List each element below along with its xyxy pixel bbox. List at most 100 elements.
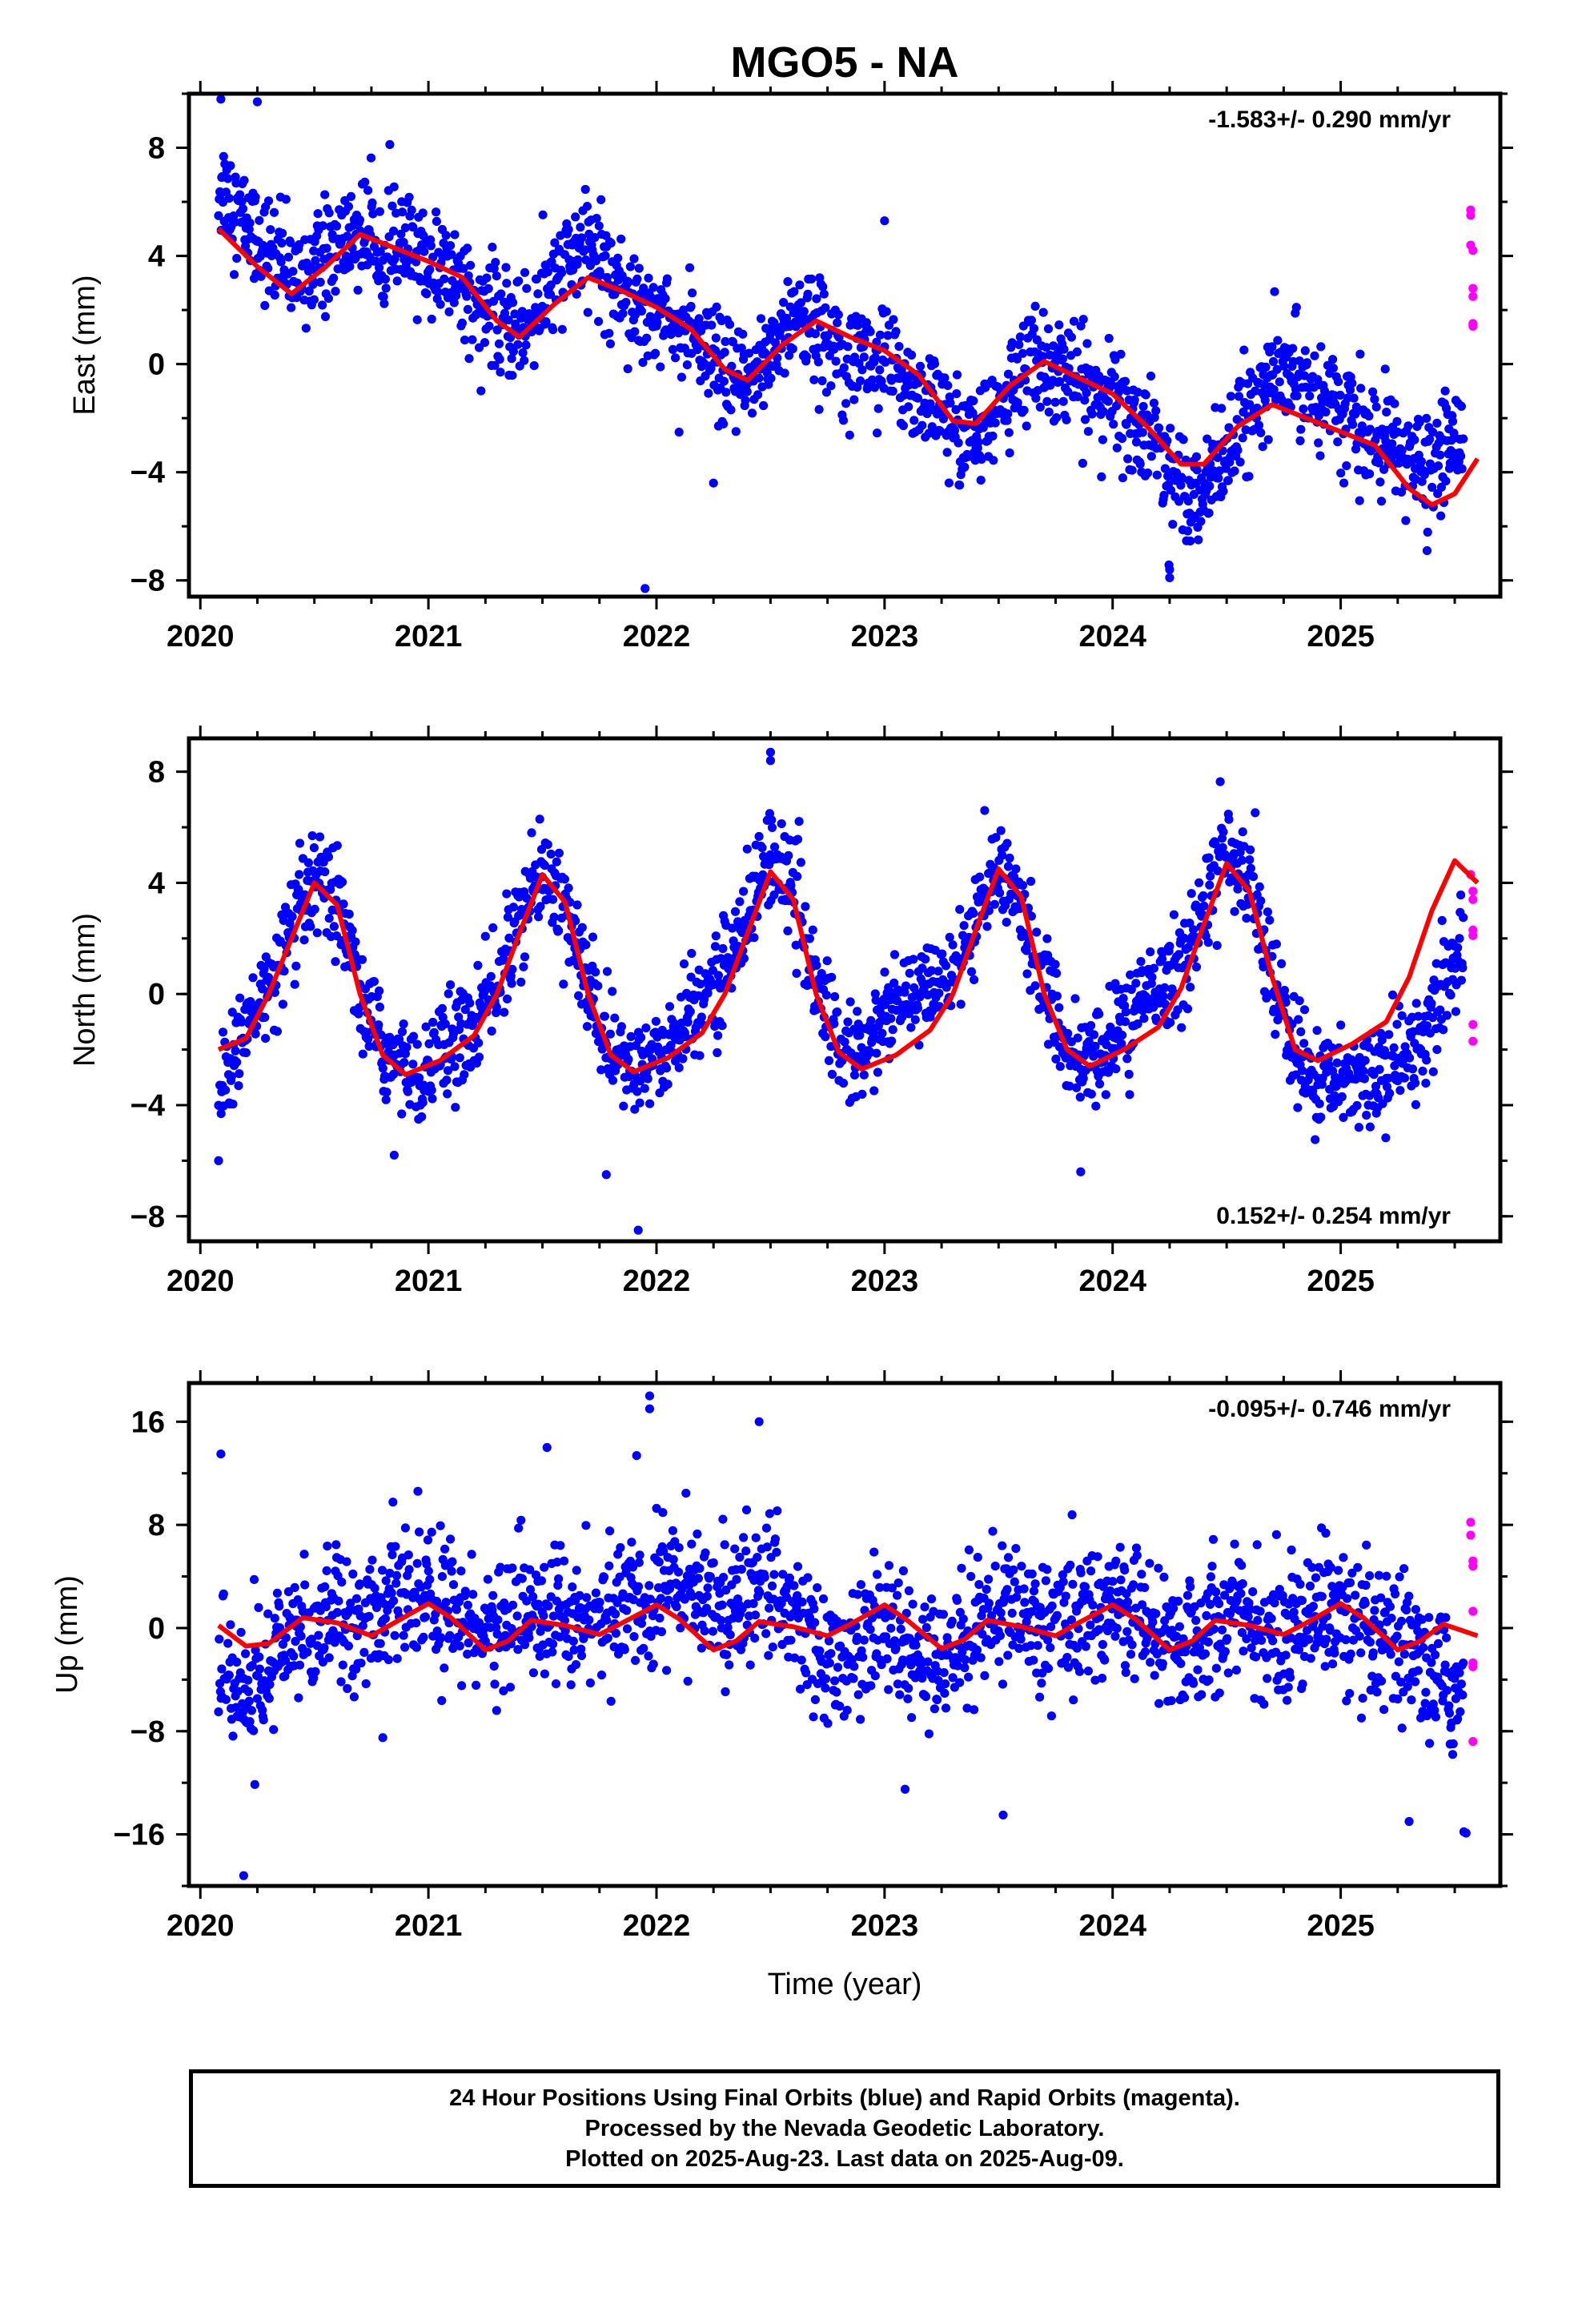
- east-y-axis-label: East (mm): [68, 275, 102, 415]
- north-final-point: [235, 1069, 244, 1079]
- up-final-point: [984, 1598, 994, 1608]
- east-final-point: [625, 262, 636, 271]
- up-final-point: [464, 1638, 473, 1648]
- up-final-point: [849, 1662, 859, 1671]
- up-final-point: [249, 1726, 259, 1735]
- up-final-point: [940, 1688, 950, 1698]
- north-final-point: [581, 940, 591, 950]
- north-final-point: [418, 1098, 428, 1108]
- up-final-point: [875, 1582, 885, 1592]
- up-final-point: [627, 1538, 636, 1547]
- east-final-point: [538, 210, 548, 219]
- east-final-point: [843, 342, 853, 352]
- north-final-point: [1191, 962, 1202, 972]
- east-final-point: [1191, 478, 1201, 489]
- north-final-point: [549, 912, 559, 922]
- east-final-point: [313, 209, 323, 219]
- east-final-point: [817, 376, 827, 386]
- east-final-point: [726, 405, 736, 415]
- east-final-point: [397, 207, 408, 217]
- east-y-tick-label: −8: [130, 565, 165, 598]
- up-final-point: [893, 1679, 902, 1689]
- north-final-point: [821, 991, 831, 1000]
- east-final-point: [801, 352, 812, 361]
- north-final-point: [624, 1055, 633, 1064]
- up-final-point: [564, 1651, 573, 1661]
- north-final-point: [1212, 941, 1222, 951]
- up-final-point: [924, 1729, 934, 1739]
- east-final-point: [1058, 396, 1068, 406]
- up-final-point: [797, 1597, 807, 1606]
- up-final-point: [432, 1626, 442, 1636]
- up-final-point: [575, 1590, 584, 1600]
- north-final-point: [399, 1019, 408, 1029]
- north-final-point: [251, 1029, 260, 1039]
- north-final-point: [1078, 1074, 1088, 1084]
- up-final-point: [415, 1527, 424, 1537]
- up-final-point: [534, 1599, 544, 1609]
- north-final-point: [499, 954, 508, 963]
- up-final-point: [413, 1486, 423, 1496]
- north-final-point: [480, 931, 490, 941]
- east-final-point: [1239, 345, 1249, 355]
- east-final-point: [1177, 473, 1187, 484]
- up-final-point: [603, 1633, 612, 1643]
- up-final-point: [320, 1582, 330, 1591]
- east-final-point: [251, 192, 260, 202]
- east-final-point: [688, 288, 697, 298]
- east-final-point: [720, 348, 729, 357]
- north-final-point: [1230, 907, 1239, 916]
- north-final-point: [347, 926, 357, 935]
- north-final-point: [1063, 1028, 1073, 1039]
- up-plot-area: [214, 1391, 1479, 1880]
- up-final-point: [605, 1526, 615, 1536]
- east-final-point: [239, 175, 249, 185]
- north-final-point: [287, 912, 297, 922]
- east-final-point: [618, 308, 628, 319]
- north-x-tick-label: 2024: [1078, 1265, 1146, 1298]
- east-final-point: [841, 399, 851, 408]
- north-final-point: [548, 895, 558, 904]
- north-final-point: [1125, 1090, 1134, 1100]
- east-final-point: [1002, 416, 1012, 425]
- east-final-point: [492, 271, 501, 281]
- north-final-point: [1185, 919, 1195, 928]
- north-final-point: [1219, 827, 1228, 837]
- north-final-point: [486, 971, 496, 981]
- up-final-point: [749, 1598, 758, 1608]
- east-final-point: [572, 289, 581, 299]
- north-final-point: [227, 1072, 236, 1081]
- up-final-point: [835, 1701, 845, 1711]
- north-final-point: [506, 971, 516, 981]
- east-final-point: [642, 333, 652, 343]
- up-final-point: [390, 1630, 400, 1640]
- north-final-point: [1086, 1089, 1096, 1099]
- north-rapid-points: [1466, 870, 1478, 1046]
- up-final-point: [859, 1635, 869, 1645]
- up-final-point: [908, 1599, 917, 1609]
- east-final-point: [427, 314, 436, 324]
- east-final-point: [320, 312, 331, 321]
- east-final-point: [1118, 433, 1127, 444]
- north-final-point: [1215, 777, 1225, 786]
- north-final-point: [1294, 1015, 1303, 1024]
- north-final-point: [938, 949, 947, 959]
- east-final-point: [564, 225, 573, 235]
- east-final-point: [491, 258, 500, 267]
- north-final-point: [310, 904, 319, 914]
- north-final-point: [767, 822, 777, 832]
- east-final-point: [1166, 485, 1176, 495]
- east-final-point: [1217, 404, 1227, 413]
- up-final-point: [319, 1642, 329, 1653]
- north-final-point: [905, 968, 914, 978]
- up-final-point: [789, 1581, 799, 1590]
- east-rapid-point: [1468, 246, 1478, 255]
- east-final-point: [943, 380, 953, 390]
- east-final-point: [269, 207, 279, 217]
- up-final-point: [952, 1595, 962, 1605]
- up-final-point: [790, 1653, 800, 1663]
- north-final-point: [910, 1015, 920, 1024]
- north-final-point: [683, 1017, 693, 1027]
- east-final-point: [583, 308, 592, 317]
- east-final-point: [1029, 324, 1039, 333]
